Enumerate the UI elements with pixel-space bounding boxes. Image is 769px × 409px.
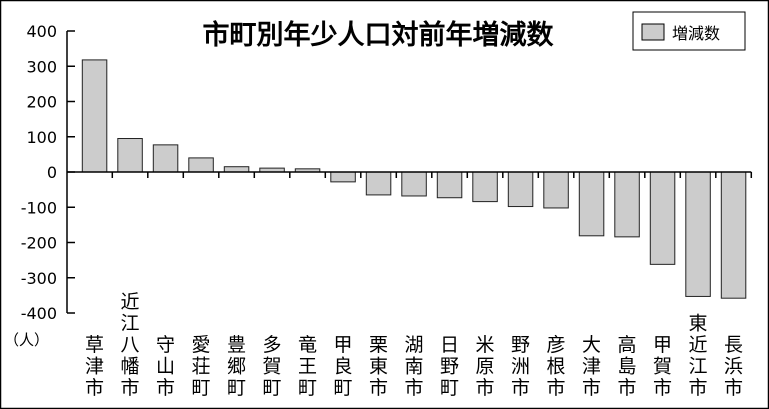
x-tick-label: 甲良町 bbox=[334, 334, 353, 399]
x-tick-label: 米原市 bbox=[476, 334, 495, 399]
bar-甲賀市 bbox=[649, 171, 676, 265]
x-tick-label: 草津市 bbox=[85, 334, 104, 399]
bar-高島市 bbox=[614, 171, 640, 238]
x-tick-label: 東近江市 bbox=[689, 313, 708, 400]
x-tick-label: 甲賀市 bbox=[653, 334, 672, 399]
y-tick-label: 400 bbox=[26, 22, 57, 41]
x-tick-label: 守山市 bbox=[156, 334, 175, 399]
x-tick-label: 栗東市 bbox=[369, 334, 388, 399]
y-tick-label: -300 bbox=[21, 269, 57, 288]
y-tick-label: 0 bbox=[47, 163, 57, 182]
bar-大津市 bbox=[578, 171, 605, 237]
bar-野洲市 bbox=[507, 171, 534, 208]
bar-草津市 bbox=[81, 59, 108, 173]
x-tick-label: 長浜市 bbox=[724, 334, 743, 399]
x-tick-label: 豊郷町 bbox=[227, 334, 246, 399]
bar-豊郷町 bbox=[223, 166, 250, 173]
legend-swatch bbox=[641, 23, 665, 41]
y-tick-label: 200 bbox=[26, 93, 57, 112]
x-tick-label: 日野町 bbox=[440, 334, 459, 399]
x-tick-label: 多賀町 bbox=[263, 334, 282, 399]
bar-守山市 bbox=[152, 144, 179, 173]
x-tick-label: 近江八幡市 bbox=[121, 291, 140, 399]
bar-長浜市 bbox=[720, 171, 747, 299]
y-tick-label: -100 bbox=[21, 198, 57, 217]
x-tick-label: 竜王町 bbox=[298, 334, 317, 399]
bar-湖南市 bbox=[401, 171, 427, 197]
y-axis-label: （人） bbox=[4, 331, 49, 349]
bar-東近江市 bbox=[685, 171, 711, 297]
bar-栗東市 bbox=[365, 171, 392, 196]
bar-近江八幡市 bbox=[117, 138, 143, 173]
bar-愛荘町 bbox=[188, 157, 214, 173]
bar-甲良町 bbox=[330, 171, 356, 183]
y-tick-label: 300 bbox=[26, 57, 57, 76]
bar-日野町 bbox=[436, 171, 463, 199]
x-tick-label: 大津市 bbox=[582, 334, 601, 399]
x-tick-label: 高島市 bbox=[618, 334, 637, 399]
y-tick-label: 100 bbox=[26, 128, 57, 147]
legend: 増減数 bbox=[632, 11, 746, 51]
bar-彦根市 bbox=[543, 171, 569, 209]
x-tick-label: 湖南市 bbox=[405, 334, 424, 399]
y-tick-label: -200 bbox=[21, 234, 57, 253]
x-tick-label: 彦根市 bbox=[547, 334, 566, 399]
legend-label: 増減数 bbox=[672, 24, 720, 43]
bar-米原市 bbox=[472, 171, 498, 203]
chart-title: 市町別年少人口対前年増減数 bbox=[203, 19, 555, 51]
y-tick-label: -400 bbox=[21, 304, 57, 323]
x-tick-label: 愛荘町 bbox=[192, 334, 211, 399]
x-tick-label: 野洲市 bbox=[511, 334, 530, 399]
